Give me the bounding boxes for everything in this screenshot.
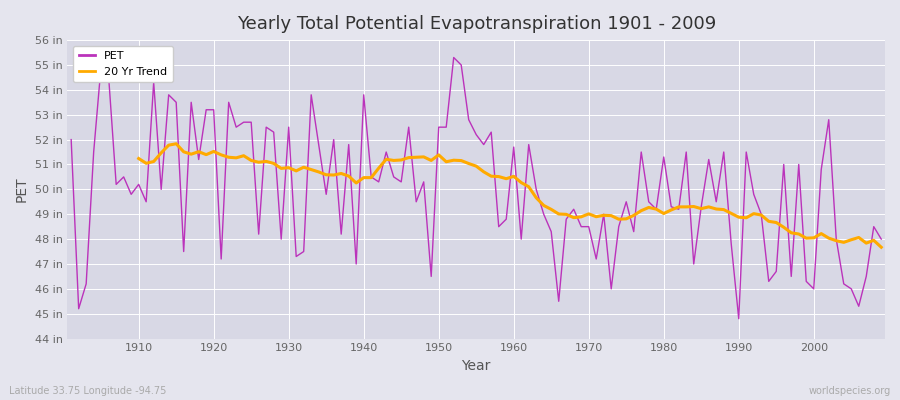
Title: Yearly Total Potential Evapotranspiration 1901 - 2009: Yearly Total Potential Evapotranspiratio… [237, 15, 716, 33]
Text: worldspecies.org: worldspecies.org [809, 386, 891, 396]
X-axis label: Year: Year [462, 359, 490, 373]
Text: Latitude 33.75 Longitude -94.75: Latitude 33.75 Longitude -94.75 [9, 386, 166, 396]
Y-axis label: PET: PET [15, 176, 29, 202]
Legend: PET, 20 Yr Trend: PET, 20 Yr Trend [73, 46, 173, 82]
